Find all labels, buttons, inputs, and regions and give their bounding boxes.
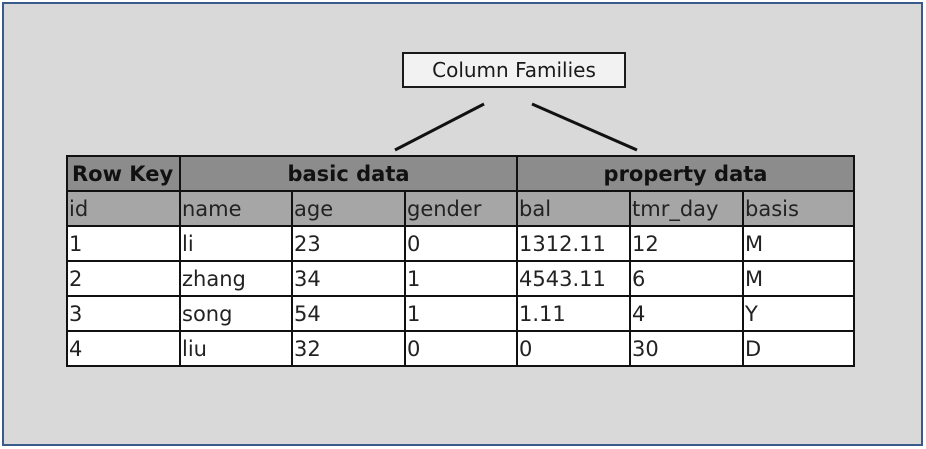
table-cell: 1	[404, 295, 518, 332]
table-cell: 32	[291, 330, 406, 367]
table-cell: song	[179, 295, 293, 332]
table-row: 2 zhang 34 1 4543.11 6 M	[66, 260, 855, 297]
column-header-row: id name age gender bal tmr_day basis	[66, 190, 855, 227]
row-key-header: Row Key	[66, 155, 181, 192]
table-cell: 3	[66, 295, 181, 332]
column-header: name	[179, 190, 293, 227]
table-row: 1 li 23 0 1312.11 12 M	[66, 225, 855, 262]
column-header: basis	[742, 190, 855, 227]
family-header-row: Row Key basic data property data	[66, 155, 855, 192]
table-cell: 0	[404, 330, 518, 367]
table-cell: 1.11	[516, 295, 631, 332]
table-cell: 1	[66, 225, 181, 262]
table-cell: 4543.11	[516, 260, 631, 297]
table-cell: 4	[629, 295, 744, 332]
table-cell: 1312.11	[516, 225, 631, 262]
table-cell: Y	[742, 295, 855, 332]
table-cell: liu	[179, 330, 293, 367]
column-header: bal	[516, 190, 631, 227]
table-cell: 1	[404, 260, 518, 297]
table-cell: M	[742, 225, 855, 262]
table-cell: 0	[404, 225, 518, 262]
table-cell: li	[179, 225, 293, 262]
family-basic-data: basic data	[179, 155, 518, 192]
table-cell: 54	[291, 295, 406, 332]
table-cell: D	[742, 330, 855, 367]
table-cell: 4	[66, 330, 181, 367]
column-header: age	[291, 190, 406, 227]
table-cell: M	[742, 260, 855, 297]
column-families-label: Column Families	[402, 52, 626, 88]
table-row: 4 liu 32 0 0 30 D	[66, 330, 855, 367]
table-cell: 0	[516, 330, 631, 367]
table-cell: 6	[629, 260, 744, 297]
table-cell: 34	[291, 260, 406, 297]
family-property-data: property data	[516, 155, 855, 192]
table-row: 3 song 54 1 1.11 4 Y	[66, 295, 855, 332]
table-cell: 30	[629, 330, 744, 367]
table-cell: 2	[66, 260, 181, 297]
column-header: id	[66, 190, 181, 227]
column-header: tmr_day	[629, 190, 744, 227]
table-cell: 12	[629, 225, 744, 262]
column-header: gender	[404, 190, 518, 227]
hbase-table: Row Key basic data property data id name…	[66, 155, 855, 367]
table-cell: 23	[291, 225, 406, 262]
table-cell: zhang	[179, 260, 293, 297]
